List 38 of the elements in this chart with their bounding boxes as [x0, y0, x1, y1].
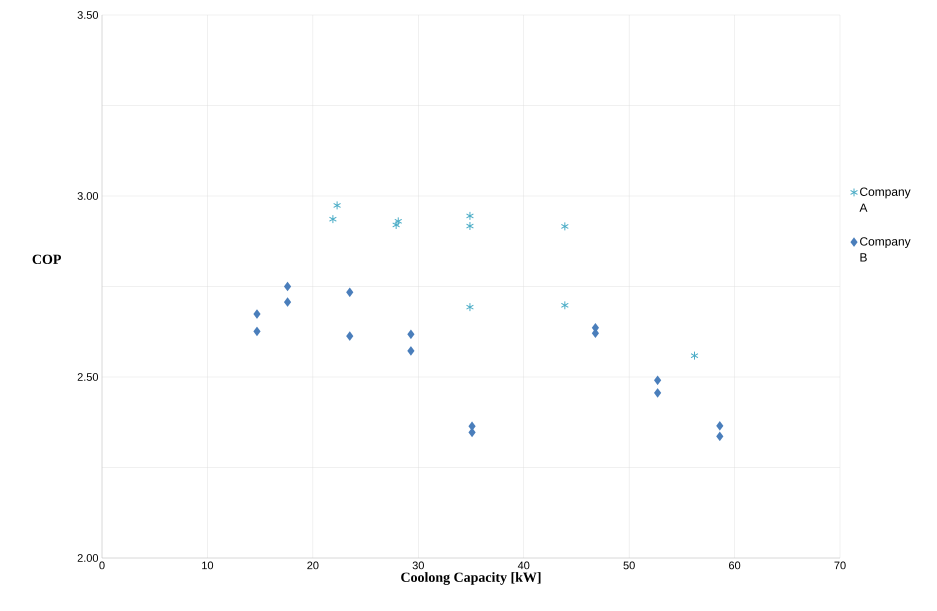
legend-label: Company B — [860, 237, 911, 262]
point — [284, 282, 292, 291]
point — [466, 211, 474, 220]
x-tick-label: 60 — [729, 562, 740, 570]
point — [394, 216, 402, 226]
point — [466, 302, 474, 312]
x-tick-label: 30 — [412, 562, 424, 570]
x-tick-label: 40 — [518, 562, 530, 570]
point — [560, 300, 569, 310]
point — [253, 310, 260, 318]
point — [346, 332, 354, 341]
point — [690, 351, 698, 360]
x-tick-label: 20 — [307, 562, 319, 570]
point — [654, 388, 662, 398]
y-axis-title: COP — [32, 254, 61, 264]
point — [654, 376, 662, 385]
point — [284, 298, 292, 307]
point — [253, 326, 260, 336]
y-tick-label: 3.00 — [78, 192, 98, 200]
y-tick-label: 2.50 — [78, 373, 98, 381]
y-tick-label: 2.00 — [78, 554, 98, 562]
point — [716, 432, 724, 441]
point — [407, 330, 414, 339]
point — [392, 220, 400, 230]
legend-label: Company A — [859, 188, 911, 212]
x-tick-label: 50 — [623, 562, 635, 570]
point — [560, 222, 569, 231]
point — [333, 200, 342, 210]
point — [346, 288, 354, 297]
point — [328, 214, 337, 224]
x-tick-label: 70 — [834, 562, 846, 570]
x-tick-label: 0 — [99, 562, 105, 570]
point — [466, 222, 474, 231]
point — [716, 421, 724, 430]
y-tick-label: 3.50 — [78, 11, 98, 19]
x-axis-title: Coolong Capacity [kW] — [401, 572, 540, 585]
point — [407, 346, 414, 356]
x-tick-label: 10 — [202, 562, 214, 570]
